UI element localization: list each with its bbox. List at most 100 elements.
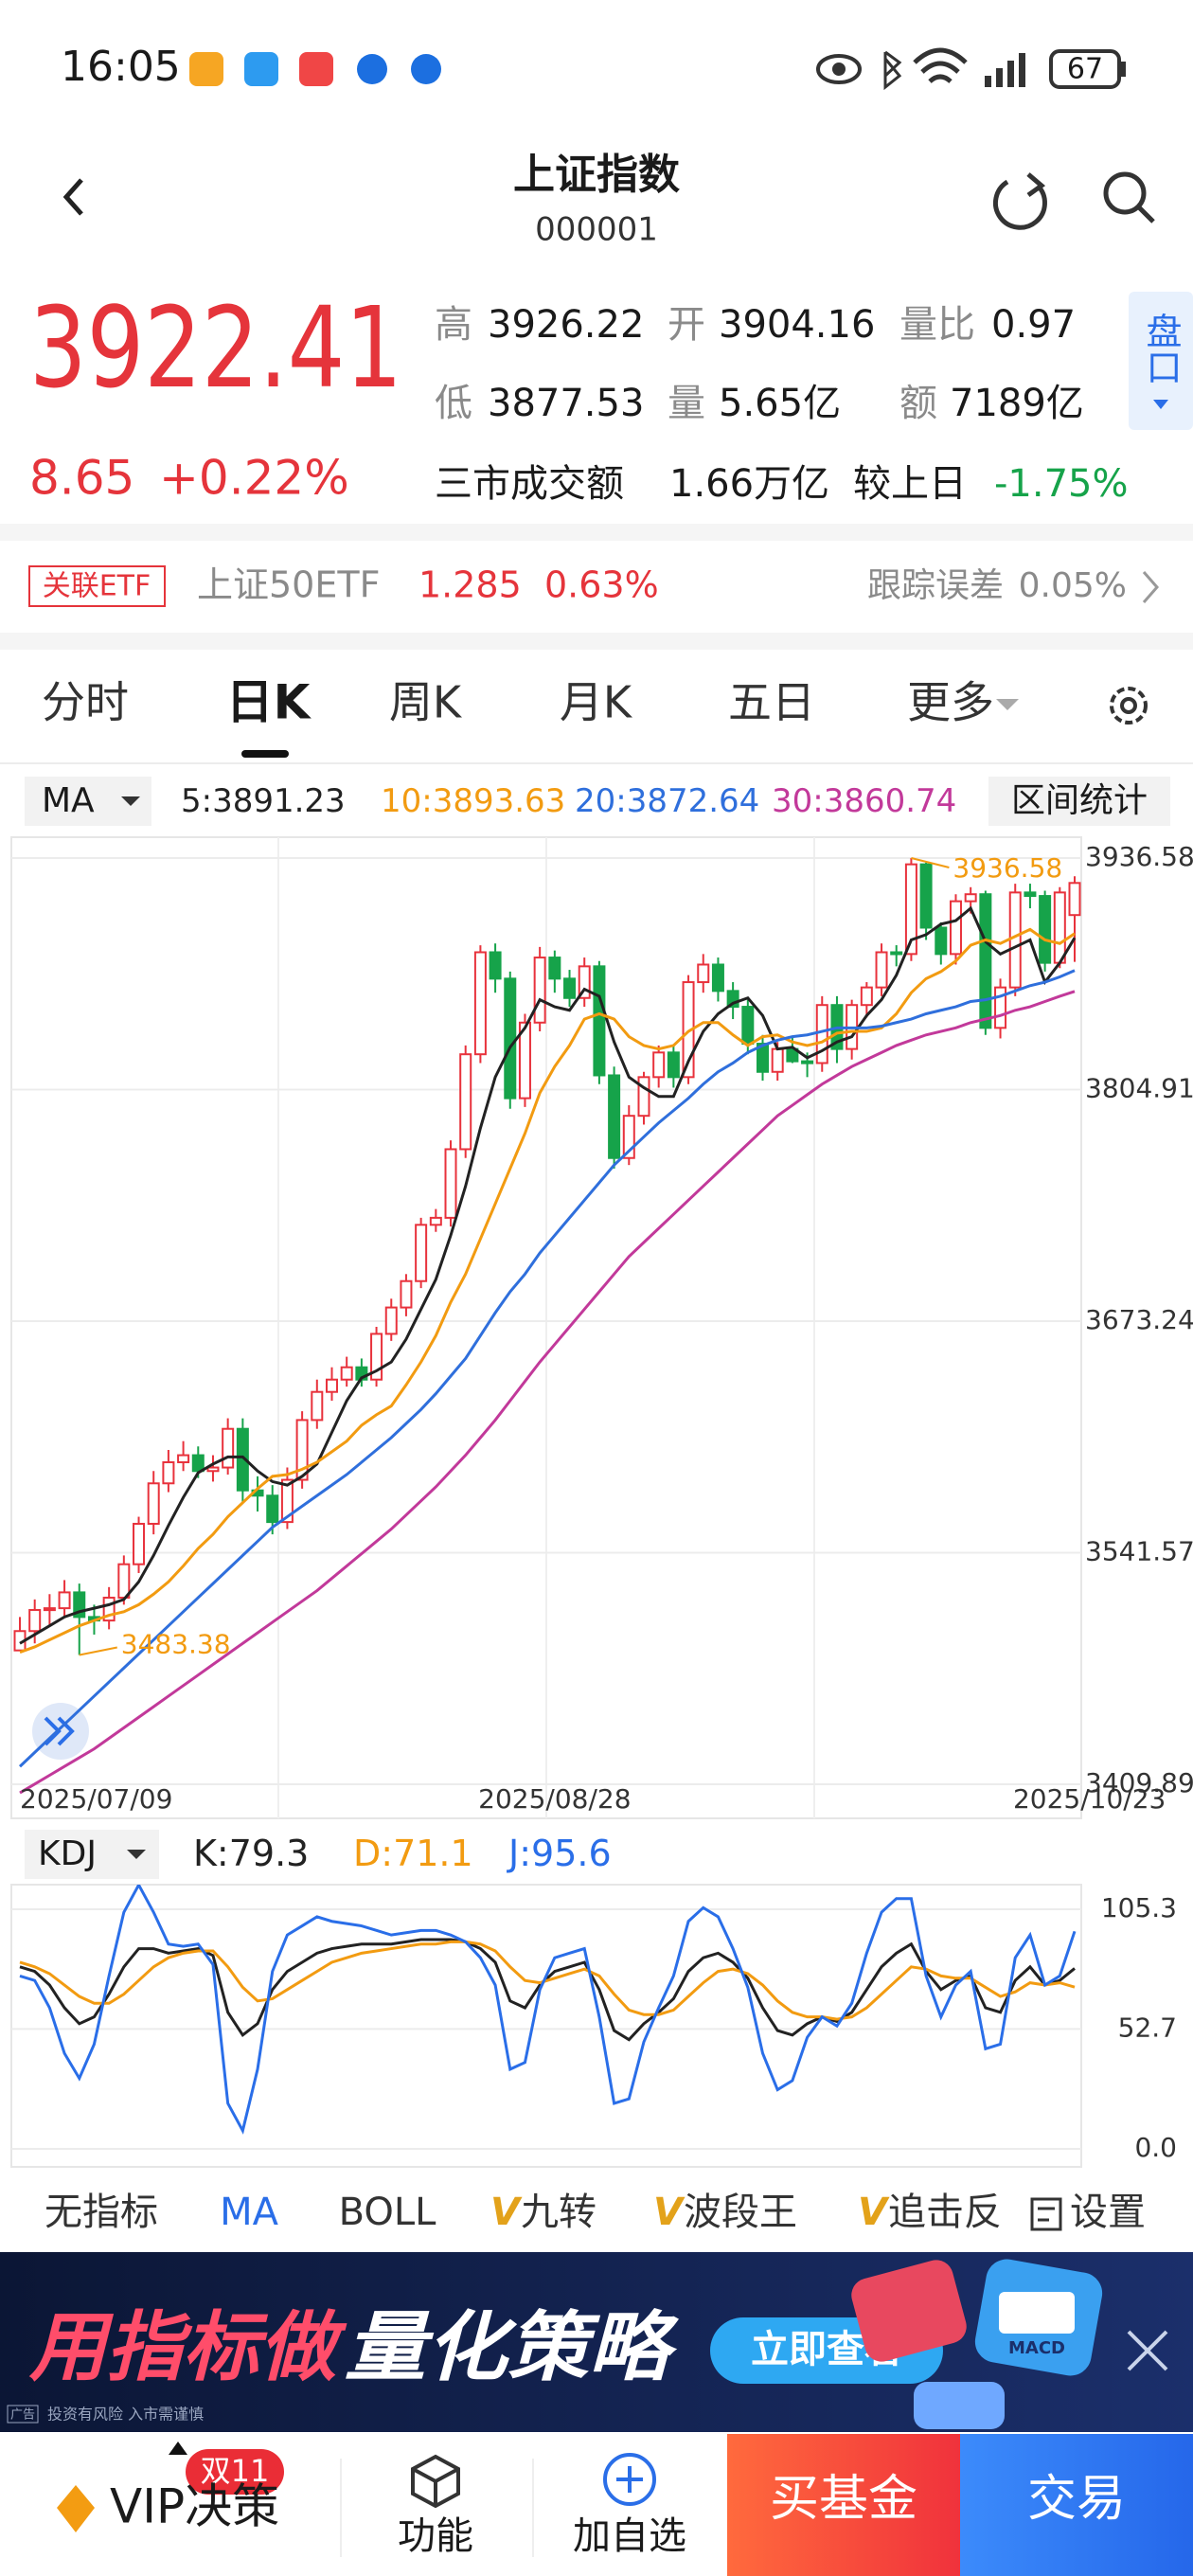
order-book-button[interactable]: 盘口 bbox=[1129, 292, 1193, 430]
candle-body bbox=[533, 957, 546, 1024]
legend-name: J: bbox=[507, 1833, 531, 1874]
settings-button[interactable] bbox=[1110, 687, 1148, 724]
y-tick-label: 3936.58 bbox=[1085, 841, 1193, 872]
indicator-line bbox=[19, 905, 1077, 1645]
x-tick-label: 2025/10/23 bbox=[1013, 1783, 1166, 1815]
legend-name: 5: bbox=[181, 782, 212, 820]
candle-body bbox=[429, 1216, 442, 1226]
etf-name[interactable]: 上证50ETF bbox=[197, 564, 380, 606]
legend-entry: 10:3893.63 bbox=[381, 782, 565, 820]
refresh-button[interactable] bbox=[993, 172, 1047, 230]
vip-badge: V bbox=[490, 2191, 523, 2234]
stat-label: 开 bbox=[668, 303, 705, 347]
vip-badge: 双11 bbox=[201, 2453, 270, 2489]
candle-body bbox=[608, 1074, 621, 1159]
legend-value: 71.1 bbox=[393, 1833, 473, 1874]
etf-tag-box bbox=[28, 565, 166, 607]
tab[interactable]: 分时 bbox=[42, 677, 129, 728]
tab-underline bbox=[241, 750, 289, 758]
stat-label: 高 bbox=[435, 303, 472, 347]
tab[interactable]: 周K bbox=[389, 677, 463, 728]
tab-active[interactable]: 日K bbox=[226, 675, 312, 730]
candle-body bbox=[266, 1494, 279, 1524]
indicator-option[interactable]: 九转 bbox=[521, 2191, 596, 2234]
legend-value: 95.6 bbox=[531, 1833, 612, 1874]
candle-body bbox=[444, 1148, 457, 1219]
settings-icon bbox=[1030, 2197, 1062, 2231]
stat-value: 5.65亿 bbox=[719, 382, 841, 425]
candle-body bbox=[117, 1563, 131, 1599]
dropdown-arrow bbox=[996, 699, 1019, 710]
candle-body bbox=[979, 893, 992, 1029]
back-button[interactable] bbox=[62, 178, 83, 216]
legend-entry: 5:3891.23 bbox=[181, 782, 346, 820]
indicator-line bbox=[19, 990, 1076, 1795]
candle-body bbox=[919, 863, 933, 929]
y-tick-label: 52.7 bbox=[1118, 2012, 1177, 2043]
indicator-line bbox=[19, 1940, 1076, 2021]
candle-body bbox=[518, 1021, 531, 1100]
stats-button-label: 区间统计 bbox=[1011, 781, 1148, 820]
turnover-value: 1.66万亿 bbox=[669, 462, 829, 506]
candle-body bbox=[236, 1427, 249, 1492]
ad-tag: 广告 bbox=[10, 2408, 35, 2423]
vip-icon bbox=[57, 2485, 95, 2532]
indicator-option[interactable]: 无指标 bbox=[45, 2191, 158, 2234]
indicator-option[interactable]: 追击反 bbox=[888, 2191, 1002, 2234]
ad-banner[interactable]: 用指标做 量化策略 立即查看 MACD 广告 投资有风险 入市需谨慎 bbox=[0, 2252, 1193, 2432]
nav-vip[interactable]: VIP决策 bbox=[110, 2479, 279, 2534]
plot bbox=[19, 1885, 1077, 2135]
indicator-option[interactable]: BOLL bbox=[339, 2191, 437, 2234]
order-book-label: 盘口 bbox=[1140, 313, 1182, 385]
nav-watch[interactable]: 加自选 bbox=[573, 2514, 686, 2558]
tracking-value: 0.05% bbox=[1019, 566, 1127, 605]
candle-body bbox=[43, 1607, 56, 1612]
candle-body bbox=[384, 1306, 398, 1335]
tab[interactable]: 更多 bbox=[907, 677, 994, 728]
legend-entry: J:95.6 bbox=[507, 1833, 612, 1874]
dropdown-arrow bbox=[121, 796, 140, 806]
candle-body bbox=[133, 1522, 146, 1565]
feature-icon bbox=[411, 2454, 460, 2509]
indicator-option-active[interactable]: MA bbox=[220, 2191, 279, 2234]
nav-feature[interactable]: 功能 bbox=[398, 2514, 473, 2558]
stats-button[interactable] bbox=[988, 777, 1170, 826]
banner-headline: 用指标做 bbox=[28, 2303, 347, 2391]
stat-label: 低 bbox=[435, 382, 472, 425]
price-change-pct: +0.22% bbox=[159, 451, 349, 506]
y-tick-label: 0.0 bbox=[1134, 2132, 1177, 2163]
buy-fund-button[interactable] bbox=[727, 2434, 960, 2576]
vip-badge: V bbox=[653, 2191, 686, 2234]
candle-body bbox=[994, 986, 1007, 1029]
indicator-option[interactable]: 设置 bbox=[1070, 2191, 1146, 2234]
candle-body bbox=[667, 1051, 680, 1079]
candle-body bbox=[325, 1378, 338, 1393]
candle-body bbox=[771, 1047, 784, 1073]
candle-body bbox=[652, 1051, 666, 1079]
index-price: 3922.41 bbox=[29, 282, 402, 413]
max-annotation: 3936.58 bbox=[953, 852, 1062, 884]
page-title: 上证指数 bbox=[513, 151, 680, 199]
legend-value: 3893.63 bbox=[433, 782, 566, 820]
stat-value: 3926.22 bbox=[488, 303, 644, 347]
tab[interactable]: 月K bbox=[560, 677, 633, 728]
tab[interactable]: 五日 bbox=[728, 677, 815, 728]
candle-body bbox=[711, 963, 724, 993]
candle-body bbox=[860, 986, 873, 1007]
candle-body bbox=[206, 1466, 220, 1473]
candle-body bbox=[593, 965, 606, 1077]
plot bbox=[13, 858, 1081, 1795]
expand-button[interactable] bbox=[32, 1703, 89, 1760]
candle-body bbox=[949, 900, 962, 956]
search-button[interactable] bbox=[1103, 171, 1155, 224]
candle-body bbox=[1024, 891, 1037, 898]
indicator-option[interactable]: 波段王 bbox=[684, 2191, 797, 2234]
candle-body bbox=[622, 1115, 635, 1159]
candle-body bbox=[1039, 895, 1052, 964]
candle-body bbox=[415, 1224, 428, 1282]
banner-close[interactable] bbox=[1127, 2330, 1168, 2371]
trade-button[interactable] bbox=[960, 2434, 1193, 2576]
legend-name: D: bbox=[353, 1833, 393, 1874]
indicator-line bbox=[19, 1885, 1077, 2135]
indicator-select-label: KDJ bbox=[38, 1834, 97, 1873]
